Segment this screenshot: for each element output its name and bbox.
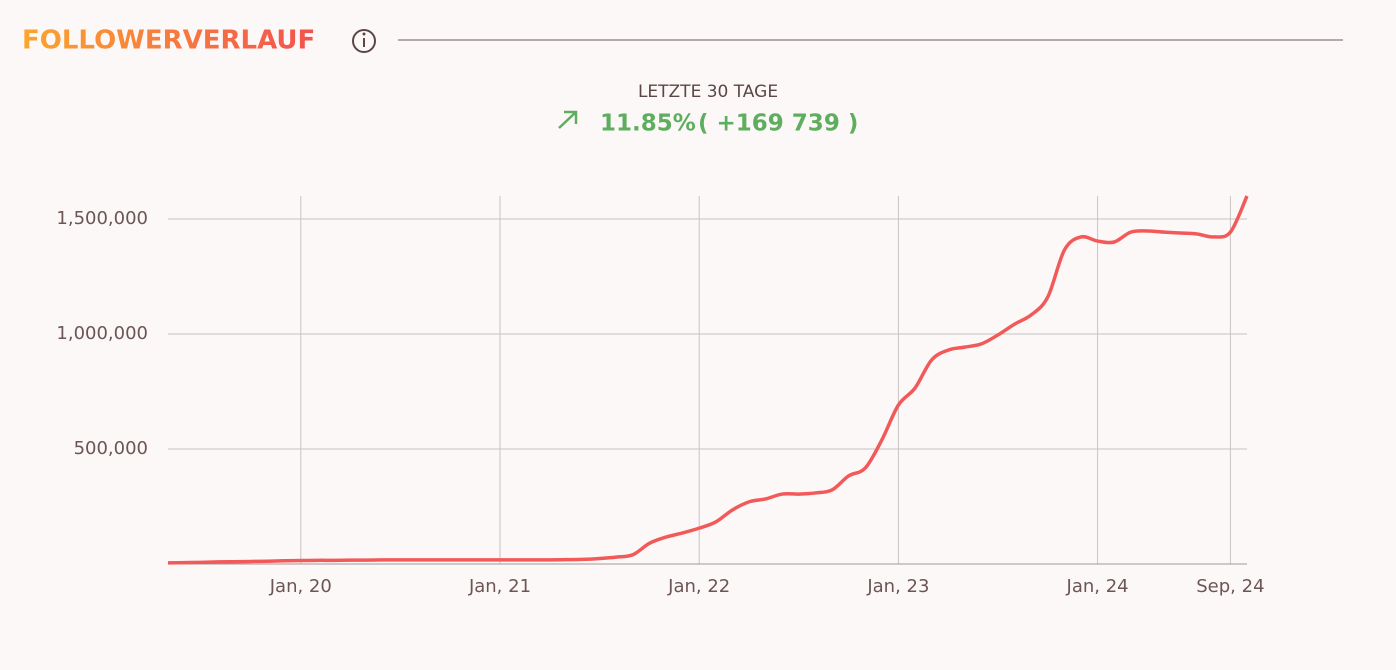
period-label: LETZTE 30 TAGE <box>638 82 778 102</box>
trend-arrow <box>558 110 578 129</box>
y-tick-label: 500,000 <box>74 438 148 459</box>
y-tick-label: 1,500,000 <box>56 208 148 229</box>
x-tick-label: Jan, 22 <box>667 576 730 597</box>
x-tick-label: Jan, 21 <box>468 576 531 597</box>
info-icon[interactable] <box>352 29 376 53</box>
change-percent: 11.85% <box>600 111 696 137</box>
series-line <box>167 195 1249 565</box>
x-tick-label: Jan, 23 <box>866 576 929 597</box>
x-tick-label: Sep, 24 <box>1196 576 1264 597</box>
x-tick-label: Jan, 20 <box>269 576 332 597</box>
y-tick-label: 1,000,000 <box>56 323 148 344</box>
x-tick-label: Jan, 24 <box>1066 576 1129 597</box>
change-absolute: ( +169 739 ) <box>698 111 858 137</box>
section-title: FOLLOWERVERLAUF <box>22 26 315 56</box>
